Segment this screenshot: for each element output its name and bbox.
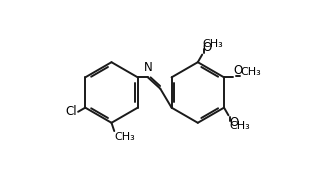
Text: N: N [143,61,152,74]
Text: O: O [233,64,243,77]
Text: CH₃: CH₃ [115,132,136,142]
Text: O: O [203,41,212,54]
Text: CH₃: CH₃ [229,121,250,131]
Text: CH₃: CH₃ [240,67,261,77]
Text: CH₃: CH₃ [203,39,223,49]
Text: Cl: Cl [66,105,77,118]
Text: O: O [229,116,238,129]
